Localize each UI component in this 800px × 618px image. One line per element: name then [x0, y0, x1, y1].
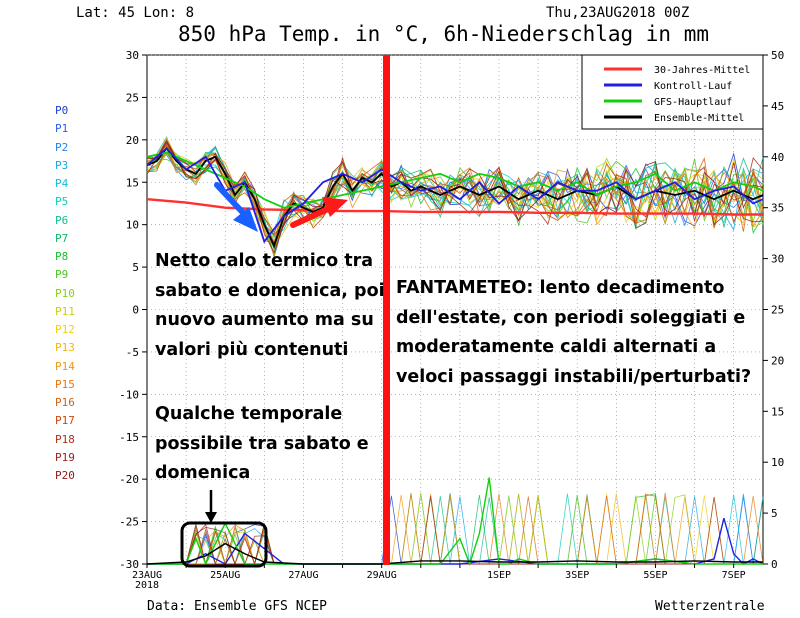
legend-label: Ensemble-Mittel	[654, 113, 744, 124]
right-axis-tick-label: 50	[771, 49, 784, 62]
annotation-thunderstorms: Qualche temporale possibile tra sabato e…	[155, 400, 369, 489]
ensemble-member-label: P12	[55, 323, 75, 336]
x-axis-tick-label-year: 2018	[135, 580, 159, 591]
ensemble-member-label: P3	[55, 158, 69, 172]
arrow-up-shaft	[290, 205, 333, 228]
ensemble-member-label: P11	[55, 304, 75, 318]
ensemble-member-line	[146, 139, 764, 244]
x-axis-tick-label: 25AUG	[210, 570, 240, 581]
annotation-line: Netto calo termico tra	[155, 251, 374, 271]
legend-label: GFS-Hauptlauf	[654, 97, 732, 108]
x-axis-tick-label: 7SEP	[722, 570, 746, 581]
left-axis-tick-label: 15	[126, 176, 139, 189]
right-axis-tick-label: 5	[771, 507, 778, 520]
chart-series	[146, 146, 764, 567]
left-axis-tick-label: -15	[119, 431, 139, 444]
x-axis-tick-label: 27AUG	[288, 570, 318, 581]
left-axis-tick-label: 25	[126, 91, 139, 104]
right-axis-tick-label: 15	[771, 405, 784, 418]
annotation-line: domenica	[155, 463, 251, 483]
annotation-line: valori più contenuti	[155, 339, 349, 360]
annotation-line: veloci passaggi instabili/perturbati?	[396, 366, 752, 387]
right-axis-tick-label: 10	[771, 456, 784, 469]
annotation-overlay	[180, 55, 390, 568]
ensemble-member-label: P1	[55, 122, 69, 136]
ensemble-member-label: P16	[55, 396, 75, 409]
ensemble-member-label: P17	[55, 414, 75, 428]
highlight-box	[180, 521, 268, 568]
series-line-gfs-hauptlauf-niederschlag	[147, 477, 763, 567]
series-line-kontroll-lauf	[146, 147, 764, 244]
chart-grid	[146, 54, 764, 565]
left-axis-tick-label: 5	[132, 261, 139, 274]
chart-axes: 302520151050-5-10-15-20-25-3050454035302…	[119, 49, 784, 591]
annotation-temperature-drop: Netto calo termico tra sabato e domenica…	[155, 247, 385, 365]
series-line-30-jahres-mittel	[146, 198, 763, 216]
x-axis-tick-label: 5SEP	[643, 570, 667, 581]
right-axis-tick-label: 40	[771, 151, 784, 164]
arrow-to-box-head	[205, 512, 217, 523]
left-axis-tick-label: -30	[119, 558, 139, 571]
run-time-label: Thu,23AUG2018 00Z	[546, 5, 690, 21]
annotation-line: nuovo aumento ma su	[155, 310, 374, 330]
annotation-line: possibile tra sabato e	[155, 433, 369, 454]
ensemble-member-label: P2	[55, 140, 69, 154]
annotation-line: sabato e domenica, poi	[155, 280, 385, 301]
x-axis-tick-label: 1SEP	[487, 570, 511, 581]
brand-label: Wetterzentrale	[655, 599, 765, 614]
annotation-line: moderatamente caldi alternati a	[396, 337, 717, 357]
ensemble-member-label: P13	[55, 341, 75, 355]
x-axis-tick-label: 29AUG	[367, 570, 397, 581]
left-axis-tick-label: -10	[119, 388, 139, 401]
annotation-fantameteo: FANTAMETEO: lento decadimento dell'estat…	[396, 274, 751, 392]
ensemble-member-label: P20	[55, 469, 75, 482]
x-axis-tick-label: 23AUG	[132, 570, 162, 581]
ensemble-member-label: P9	[55, 268, 69, 282]
ensemble-member-label: P0	[55, 104, 69, 117]
left-axis-tick-label: 0	[132, 304, 139, 317]
ensemble-member-line	[146, 142, 764, 236]
location-label: Lat: 45 Lon: 8	[76, 5, 195, 21]
legend-label: Kontroll-Lauf	[654, 81, 732, 92]
ensemble-member-label: P18	[55, 432, 75, 446]
left-axis-tick-label: 30	[126, 49, 139, 62]
ensemble-member-label: P10	[55, 286, 75, 300]
right-axis-tick-label: 0	[771, 558, 778, 571]
ensemble-member-line	[146, 147, 764, 244]
ensemble-member-label: P4	[55, 177, 69, 190]
ensemble-member-label: P15	[55, 377, 75, 391]
series-line-ensemble-mittel-niederschlag	[146, 542, 763, 565]
right-axis-tick-label: 35	[771, 202, 784, 215]
ensemble-member-label: P8	[55, 250, 69, 263]
data-source-label: Data: Ensemble GFS NCEP	[147, 599, 328, 614]
annotation-line: Qualche temporale	[155, 404, 343, 424]
ensemble-member-label: P6	[55, 213, 69, 227]
legend-label: 30-Jahres-Mittel	[654, 65, 750, 76]
left-axis-tick-label: -25	[119, 516, 139, 529]
ensemble-member-label: P19	[55, 450, 75, 464]
right-axis-tick-label: 30	[771, 253, 784, 266]
arrow-down-head	[233, 207, 258, 232]
annotation-line: FANTAMETEO: lento decadimento	[396, 278, 725, 298]
legend: 30-Jahres-Mittel Kontroll-Lauf GFS-Hauptla…	[581, 54, 764, 130]
right-axis-tick-label: 20	[771, 354, 784, 367]
arrow-up-head	[322, 197, 348, 217]
ensemble-member-label: P7	[55, 231, 69, 245]
right-axis-tick-label: 25	[771, 304, 784, 317]
x-axis-tick-label: 3SEP	[565, 570, 589, 581]
left-axis-tick-label: -5	[126, 346, 139, 359]
left-axis-tick-label: -20	[119, 473, 139, 486]
series-line-ensemble-mittel	[146, 146, 764, 249]
right-axis-tick-label: 45	[771, 100, 784, 113]
highlight-vertical-bar	[383, 55, 390, 565]
ensemble-member-label: P14	[55, 359, 75, 373]
arrow-down-shaft	[214, 182, 249, 219]
left-axis-tick-label: 20	[126, 134, 139, 147]
ensemble-member-label: P5	[55, 195, 69, 209]
chart-title: 850 hPa Temp. in °C, 6h-Niederschlag in …	[178, 22, 710, 46]
annotation-line: dell'estate, con periodi soleggiati e	[396, 307, 746, 328]
left-axis-tick-label: 10	[126, 219, 139, 232]
